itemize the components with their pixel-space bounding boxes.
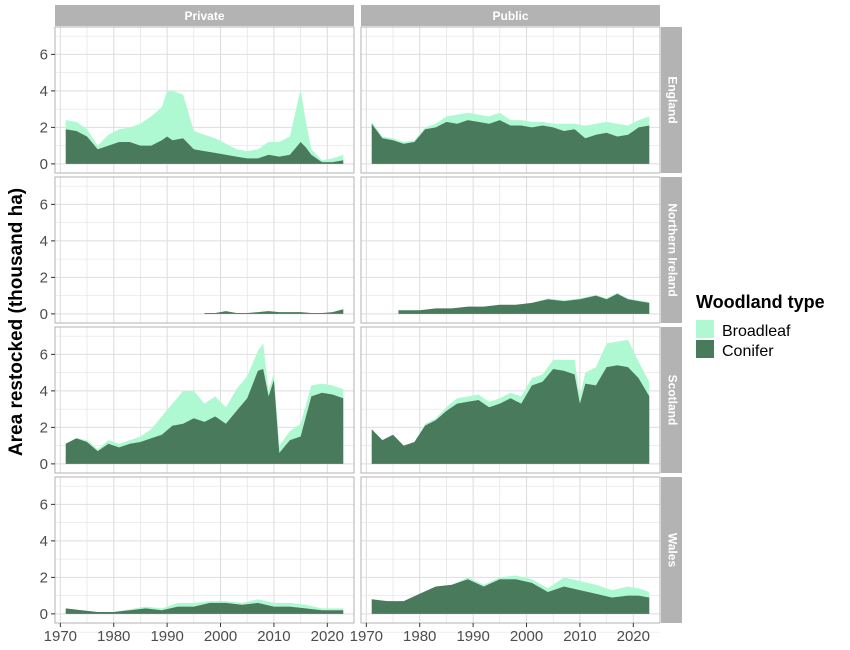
x-tick-label: 2000 <box>204 628 237 645</box>
panel-border <box>360 176 661 324</box>
area-conifer <box>371 365 650 464</box>
y-tick-label: 6 <box>40 496 48 513</box>
y-axis-label: Area restocked (thousand ha) <box>6 188 27 456</box>
area-conifer <box>65 369 344 464</box>
area-broadleaf <box>371 112 650 144</box>
y-tick-label: 0 <box>40 456 48 473</box>
panel-border <box>54 176 355 324</box>
panel-private-wales: 0 2 4 6 1970 1980 1990 2000 2010 2020 <box>40 476 355 645</box>
x-tick-label: 2000 <box>510 628 543 645</box>
panel-public-england <box>360 26 661 183</box>
y-tick-label: 0 <box>40 156 48 173</box>
area-broadleaf <box>371 339 650 446</box>
y-tick-label: 4 <box>40 83 48 100</box>
legend-title: Woodland type <box>696 292 825 312</box>
strip-northern-ireland <box>661 177 682 323</box>
y-tick-label: 2 <box>40 119 48 136</box>
area-broadleaf <box>398 292 650 311</box>
x-tick-label: 1980 <box>97 628 130 645</box>
x-tick-label: 2020 <box>617 628 650 645</box>
strip-label-private: Private <box>184 9 224 23</box>
area-conifer <box>398 293 650 314</box>
y-tick-label: 6 <box>40 346 48 363</box>
area-broadleaf <box>371 575 650 602</box>
legend: Woodland type Broadleaf Conifer <box>696 292 825 360</box>
y-tick-label: 4 <box>40 533 48 550</box>
panel-public-wales: 1970 1980 1990 2000 2010 2020 <box>350 476 661 645</box>
legend-swatch-broadleaf <box>696 320 714 338</box>
strip-label-northern-ireland: Northern Ireland <box>665 203 679 296</box>
x-tick-label: 1990 <box>150 628 183 645</box>
y-tick-label: 0 <box>40 306 48 323</box>
strip-wales <box>661 477 682 623</box>
panel-border <box>54 26 355 174</box>
strip-label-public: Public <box>492 9 528 23</box>
x-tick-label: 2020 <box>311 628 344 645</box>
panel-public-northern-ireland <box>360 176 661 333</box>
x-tick-label: 1970 <box>44 628 77 645</box>
legend-label-broadleaf: Broadleaf <box>722 323 791 340</box>
panel-public-scotland <box>360 326 661 483</box>
panel-background <box>55 177 354 323</box>
area-conifer <box>371 120 650 164</box>
x-tick-label: 1990 <box>456 628 489 645</box>
area-conifer <box>204 309 344 314</box>
strip-label-england: England <box>665 76 679 123</box>
y-tick-label: 2 <box>40 269 48 286</box>
x-tick-label: 1980 <box>403 628 436 645</box>
area-conifer <box>65 602 344 614</box>
strip-label-scotland: Scotland <box>665 375 679 426</box>
x-tick-label: 2010 <box>563 628 596 645</box>
panel-border <box>360 476 661 624</box>
x-tick-label: 2010 <box>257 628 290 645</box>
area-broadleaf <box>65 599 344 612</box>
y-tick-label: 4 <box>40 233 48 250</box>
strip-label-wales: Wales <box>665 533 679 568</box>
y-tick-label: 2 <box>40 569 48 586</box>
y-tick-label: 0 <box>40 606 48 623</box>
panel-border <box>54 326 355 474</box>
y-tick-label: 2 <box>40 419 48 436</box>
legend-label-conifer: Conifer <box>722 343 774 360</box>
strip-england <box>661 27 682 173</box>
legend-swatch-conifer <box>696 340 714 358</box>
strip-private <box>55 5 354 26</box>
y-tick-label: 6 <box>40 46 48 63</box>
area-conifer <box>65 129 344 164</box>
facet-panels: Private Public England Northern Ireland Scot… <box>40 5 682 645</box>
panel-border <box>360 326 661 474</box>
area-conifer <box>371 579 650 614</box>
strip-scotland <box>661 327 682 473</box>
panel-private-england: 0 2 4 6 <box>40 26 355 183</box>
panel-border <box>54 476 355 624</box>
y-tick-label: 4 <box>40 383 48 400</box>
panel-private-scotland: 0 2 4 6 <box>40 326 355 483</box>
area-broadleaf <box>65 89 344 163</box>
panel-background <box>55 477 354 623</box>
strip-public <box>361 5 660 26</box>
x-tick-label: 1970 <box>350 628 383 645</box>
panel-private-northern-ireland: 0 2 4 6 <box>40 176 355 333</box>
panel-border <box>360 26 661 174</box>
y-tick-label: 6 <box>40 196 48 213</box>
